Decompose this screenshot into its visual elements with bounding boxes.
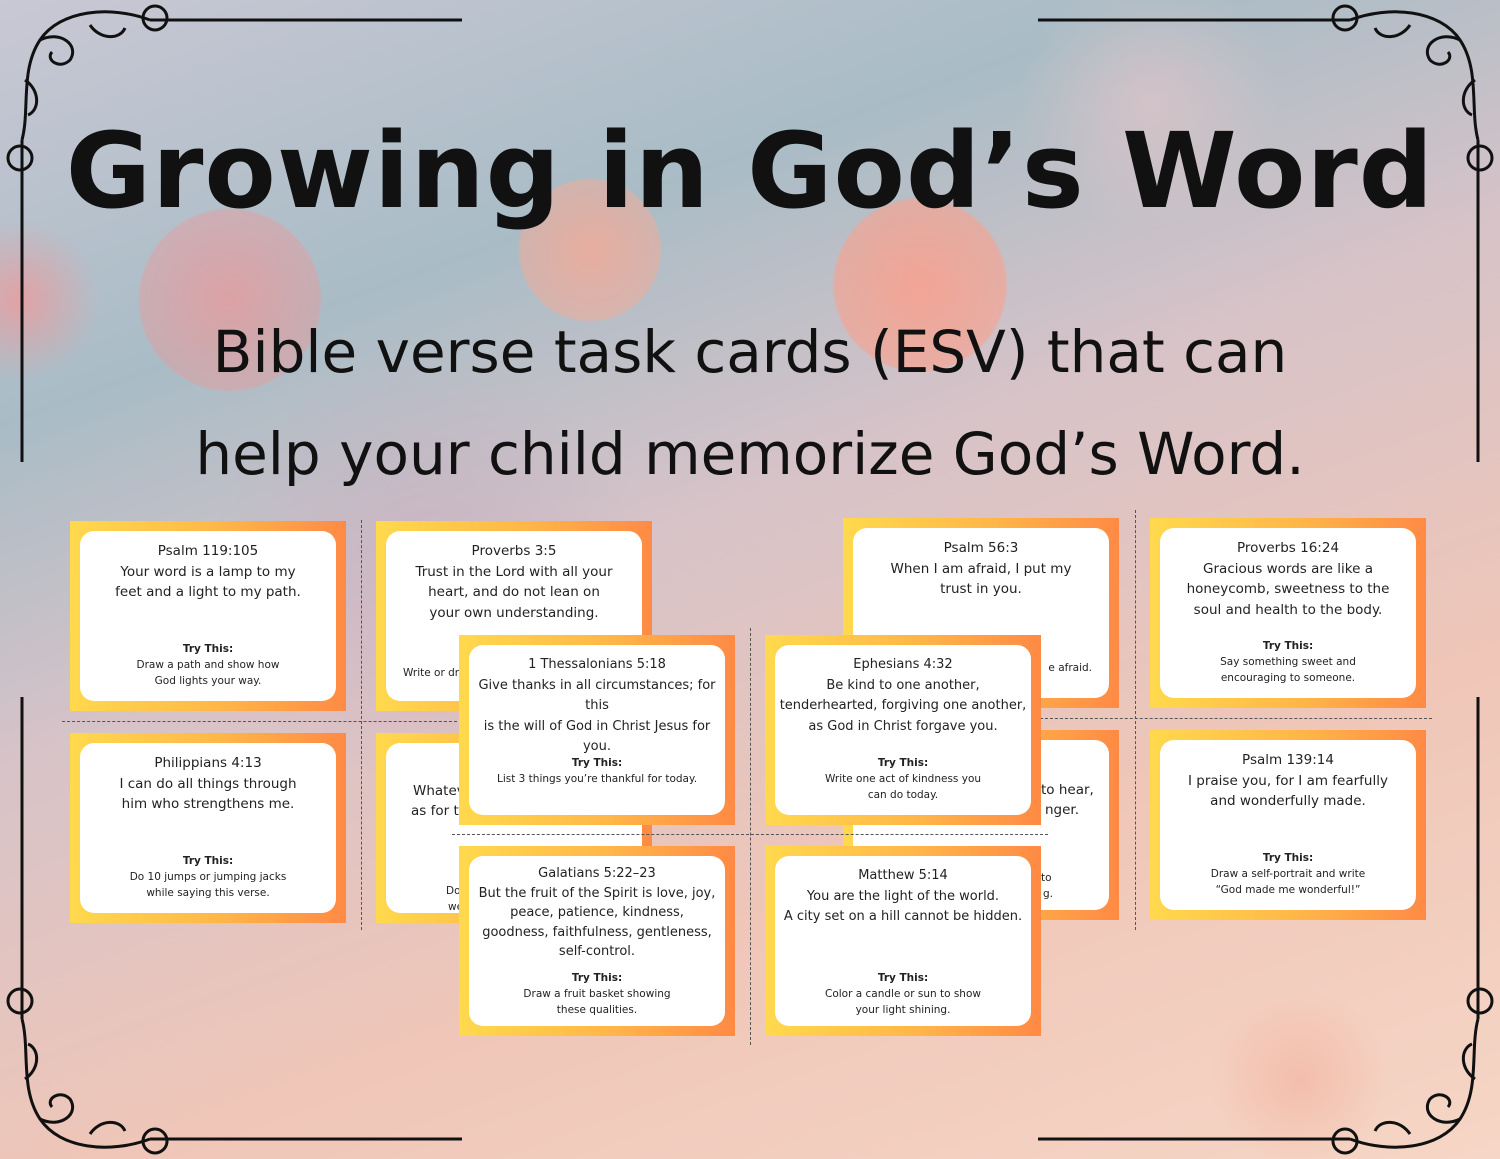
card-task: Try This: List 3 things you’re thankful f…: [496, 757, 698, 785]
card-reference: Proverbs 3:5: [471, 543, 557, 559]
card-reference: Psalm 119:105: [157, 543, 259, 559]
card-verse: Trust in the Lord with all your heart, an…: [415, 563, 613, 621]
cut-line: [1040, 718, 1432, 719]
card-task: Try This: Draw a self-portrait and write “…: [1210, 852, 1366, 896]
card-reference: Ephesians 4:32: [853, 657, 953, 672]
card-verse: Your word is a lamp to my feet and a ligh…: [115, 563, 301, 601]
card-verse: Whatev: [413, 783, 465, 799]
cut-line: [750, 628, 751, 1045]
corner-ornament-bottom-left: [6, 697, 462, 1155]
card-verse: to hear,: [1041, 782, 1094, 798]
corner-ornament-top-left: [6, 4, 462, 462]
card-verse: Gracious words are like a honeycomb, swee…: [1186, 560, 1390, 618]
card-task: g.: [1043, 888, 1054, 900]
card-task: Try This: Draw a fruit basket showing thes…: [523, 972, 671, 1016]
cut-line: [1135, 510, 1136, 930]
task-card: Galatians 5:22–23 But the fruit of the S…: [459, 846, 735, 1036]
card-verse: But the fruit of the Spirit is love, joy…: [478, 885, 716, 960]
task-card: Psalm 119:105 Your word is a lamp to my f…: [70, 521, 346, 711]
card-verse: I can do all things through him who stren…: [119, 775, 297, 813]
card-verse: Be kind to one another, tenderhearted, fo…: [779, 677, 1027, 734]
card-task: to: [1041, 872, 1052, 884]
corner-ornament-bottom-right: [1038, 697, 1494, 1155]
page-title: Growing in God’s Word: [65, 110, 1435, 232]
cut-line: [361, 520, 362, 930]
card-reference: 1 Thessalonians 5:18: [528, 657, 666, 672]
task-card: Proverbs 16:24 Gracious words are like a…: [1150, 518, 1426, 708]
card-reference: Philippians 4:13: [154, 755, 262, 771]
card-task: Try This: Do 10 jumps or jumping jacks whi…: [129, 855, 287, 899]
card-verse: as for th: [411, 803, 468, 819]
card-reference: Psalm 139:14: [1242, 752, 1334, 768]
task-card: 1 Thessalonians 5:18 Give thanks in all …: [459, 635, 735, 825]
card-reference: Proverbs 16:24: [1236, 540, 1340, 556]
card-task: Try This: Color a candle or sun to show yo…: [825, 972, 981, 1016]
subtitle-line-2: help your child memorize God’s Word.: [195, 420, 1305, 488]
card-task: Try This: Say something sweet and encourag…: [1220, 640, 1356, 684]
task-card: Psalm 139:14 I praise you, for I am fear…: [1150, 730, 1426, 920]
corner-ornament-top-right: [1038, 4, 1494, 462]
task-card: Philippians 4:13 I can do all things thr…: [70, 733, 346, 923]
card-task: Write or dra: [403, 666, 466, 679]
card-task: Do: [446, 885, 461, 897]
subtitle-line-1: Bible verse task cards (ESV) that can: [212, 318, 1288, 386]
card-verse: You are the light of the world. A city se…: [783, 888, 1023, 925]
card-verse: nger.: [1045, 802, 1080, 818]
card-verse: Give thanks in all circumstances; for th…: [478, 677, 716, 755]
task-card: Ephesians 4:32 Be kind to one another, te…: [765, 635, 1041, 825]
task-card: Matthew 5:14 You are the light of the wo…: [765, 846, 1041, 1036]
card-verse: I praise you, for I am fearfully and wond…: [1188, 772, 1388, 810]
card-verse: When I am afraid, I put my trust in you.: [890, 560, 1072, 598]
card-reference: Matthew 5:14: [858, 868, 948, 883]
card-task: Try This: Write one act of kindness you ca…: [824, 757, 982, 801]
card-task: Try This: Draw a path and show how God lig…: [136, 643, 280, 687]
cut-line: [62, 721, 462, 722]
card-reference: Psalm 56:3: [943, 540, 1019, 556]
card-reference: Galatians 5:22–23: [538, 866, 656, 881]
card-task: e afraid.: [1048, 661, 1092, 674]
